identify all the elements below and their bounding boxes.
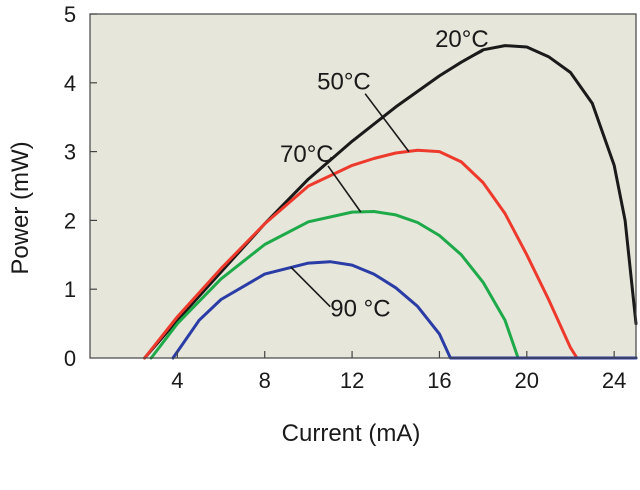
series-line-2 <box>149 210 638 360</box>
x-tick-label: 24 <box>602 368 626 393</box>
y-tick-label: 1 <box>64 277 76 302</box>
series-line-1 <box>143 148 638 360</box>
y-tick-label: 2 <box>64 208 76 233</box>
annotations: 20°C 50°C 70°C 90 °C <box>280 26 489 323</box>
y-tick-label: 5 <box>64 2 76 27</box>
y-tick-label: 3 <box>64 140 76 165</box>
x-tick-label: 8 <box>259 368 271 393</box>
annotation-leader-1 <box>364 93 410 153</box>
annotation-label-1: 50°C <box>317 69 371 96</box>
annotation-label-0: 20°C <box>435 26 489 53</box>
plot-frame <box>89 13 637 359</box>
x-axis-label: Current (mA) <box>282 420 421 447</box>
y-tick-label: 4 <box>64 71 76 96</box>
annotation-leader-2 <box>327 165 362 213</box>
y-tick-label: 0 <box>64 346 76 371</box>
annotation-label-2: 70°C <box>280 141 334 168</box>
x-tick-label: 12 <box>340 368 364 393</box>
annotation-leader-3 <box>290 266 331 308</box>
plot-area <box>90 14 636 358</box>
y-axis-label: Power (mW) <box>7 141 34 274</box>
x-axis: 4 8 12 16 20 24 <box>171 351 626 393</box>
annotation-label-3: 90 °C <box>330 296 390 323</box>
x-tick-label: 20 <box>515 368 539 393</box>
x-tick-label: 16 <box>427 368 451 393</box>
series-line-3 <box>171 260 638 360</box>
annotation-leader-0 <box>460 50 484 63</box>
x-tick-label: 4 <box>171 368 183 393</box>
y-axis: 0 1 2 3 4 5 <box>64 2 97 371</box>
